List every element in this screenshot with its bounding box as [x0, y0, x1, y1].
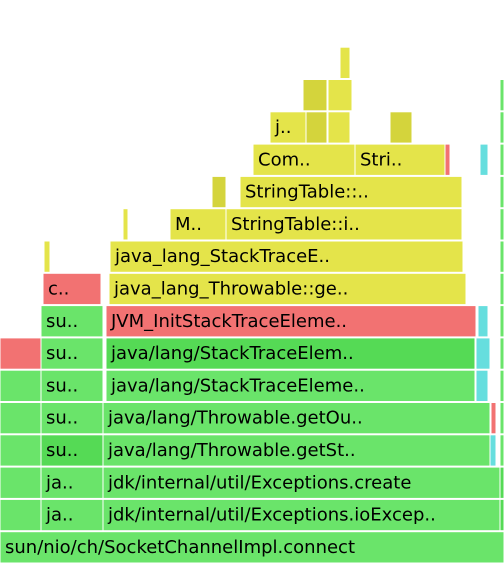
stack-frame[interactable] — [475, 337, 491, 370]
stack-frame[interactable] — [479, 143, 489, 176]
frame-label: java/lang/StackTraceEleme.. — [110, 375, 365, 396]
stack-frame[interactable] — [102, 498, 501, 532]
stack-frame[interactable] — [0, 466, 42, 499]
stack-frame[interactable] — [109, 240, 464, 273]
frame-label: Stri.. — [360, 149, 402, 170]
stack-frame[interactable] — [499, 240, 504, 273]
stack-frame[interactable] — [305, 111, 328, 144]
stack-frame[interactable] — [499, 175, 504, 209]
frame-label: sun/nio/ch/SocketChannelImpl.connect — [5, 537, 355, 558]
stack-frame[interactable] — [302, 79, 328, 112]
frame-label: ja.. — [45, 472, 73, 493]
frame-label: java/lang/Throwable.getOu.. — [107, 408, 363, 429]
frame-label: java_lang_StackTraceE.. — [114, 246, 330, 267]
frame-label: java_lang_Throwable::ge.. — [113, 278, 348, 299]
stack-frame[interactable] — [40, 305, 104, 338]
frame-label: jdk/internal/util/Exceptions.ioExcep.. — [107, 505, 436, 526]
stack-frame[interactable] — [225, 208, 463, 241]
stack-frame[interactable] — [40, 337, 104, 370]
stack-frame[interactable] — [40, 402, 104, 435]
frame-label: su.. — [46, 408, 78, 429]
stack-frame[interactable] — [499, 466, 504, 499]
stack-frame[interactable] — [499, 208, 504, 241]
frame-label: jdk/internal/util/Exceptions.create — [107, 472, 411, 493]
stack-frame[interactable] — [122, 208, 129, 241]
stack-frame[interactable] — [499, 272, 504, 306]
frame-label: StringTable::i.. — [231, 214, 360, 235]
stack-frame[interactable] — [0, 337, 42, 370]
stack-frame[interactable] — [169, 208, 227, 241]
stack-frame[interactable] — [499, 498, 504, 532]
stack-frame[interactable] — [499, 337, 504, 370]
stack-frame[interactable] — [499, 369, 504, 403]
stack-frame[interactable] — [40, 369, 104, 403]
stack-frame[interactable] — [475, 369, 489, 403]
frame-label: M.. — [175, 214, 202, 235]
stack-frame[interactable] — [239, 175, 463, 209]
stack-frame[interactable] — [499, 143, 504, 176]
stack-frame[interactable] — [269, 111, 307, 144]
frame-label: JVM_InitStackTraceEleme.. — [110, 311, 347, 332]
stack-frame[interactable] — [499, 305, 504, 338]
stack-frame[interactable] — [105, 369, 476, 403]
stack-frame[interactable] — [499, 434, 504, 467]
stack-frame[interactable] — [499, 111, 504, 144]
frame-label: StringTable::.. — [245, 182, 369, 203]
stack-frame[interactable] — [105, 305, 477, 338]
frame-label: ja.. — [45, 505, 73, 526]
stack-frame[interactable] — [0, 402, 42, 435]
stack-frame[interactable] — [389, 111, 413, 144]
stack-frame[interactable] — [40, 498, 104, 532]
stack-frame[interactable] — [339, 46, 351, 79]
stack-frame[interactable] — [327, 111, 351, 144]
frame-label: su.. — [46, 375, 78, 396]
frame-label: su.. — [46, 440, 78, 461]
stack-frame[interactable] — [105, 337, 476, 370]
stack-frame[interactable] — [327, 79, 353, 112]
frame-label: java/lang/StackTraceElem.. — [110, 343, 354, 364]
stack-frame[interactable] — [0, 531, 504, 564]
stack-frame[interactable] — [0, 498, 42, 532]
stack-frame[interactable] — [490, 402, 497, 435]
frame-label: su.. — [46, 311, 78, 332]
stack-frame[interactable] — [108, 272, 467, 306]
frame-label: Com.. — [258, 149, 311, 170]
frame-label: j.. — [274, 117, 291, 138]
stack-frame[interactable] — [489, 434, 497, 467]
stack-frame[interactable] — [40, 466, 104, 499]
stack-frame[interactable] — [0, 369, 42, 403]
stack-frame[interactable] — [0, 434, 42, 467]
stack-frame[interactable] — [252, 143, 356, 176]
frame-label: su.. — [46, 343, 78, 364]
stack-frame[interactable] — [499, 79, 504, 112]
stack-frame[interactable] — [444, 143, 451, 176]
stack-frame[interactable] — [477, 305, 489, 338]
frame-label: c.. — [48, 278, 69, 299]
stack-frame[interactable] — [499, 402, 504, 435]
stack-frame[interactable] — [211, 175, 227, 209]
stack-frame[interactable] — [43, 240, 51, 273]
frame-label: java/lang/Throwable.getSt.. — [107, 440, 356, 461]
stack-frame[interactable] — [42, 272, 102, 306]
stack-frame[interactable] — [102, 402, 491, 435]
